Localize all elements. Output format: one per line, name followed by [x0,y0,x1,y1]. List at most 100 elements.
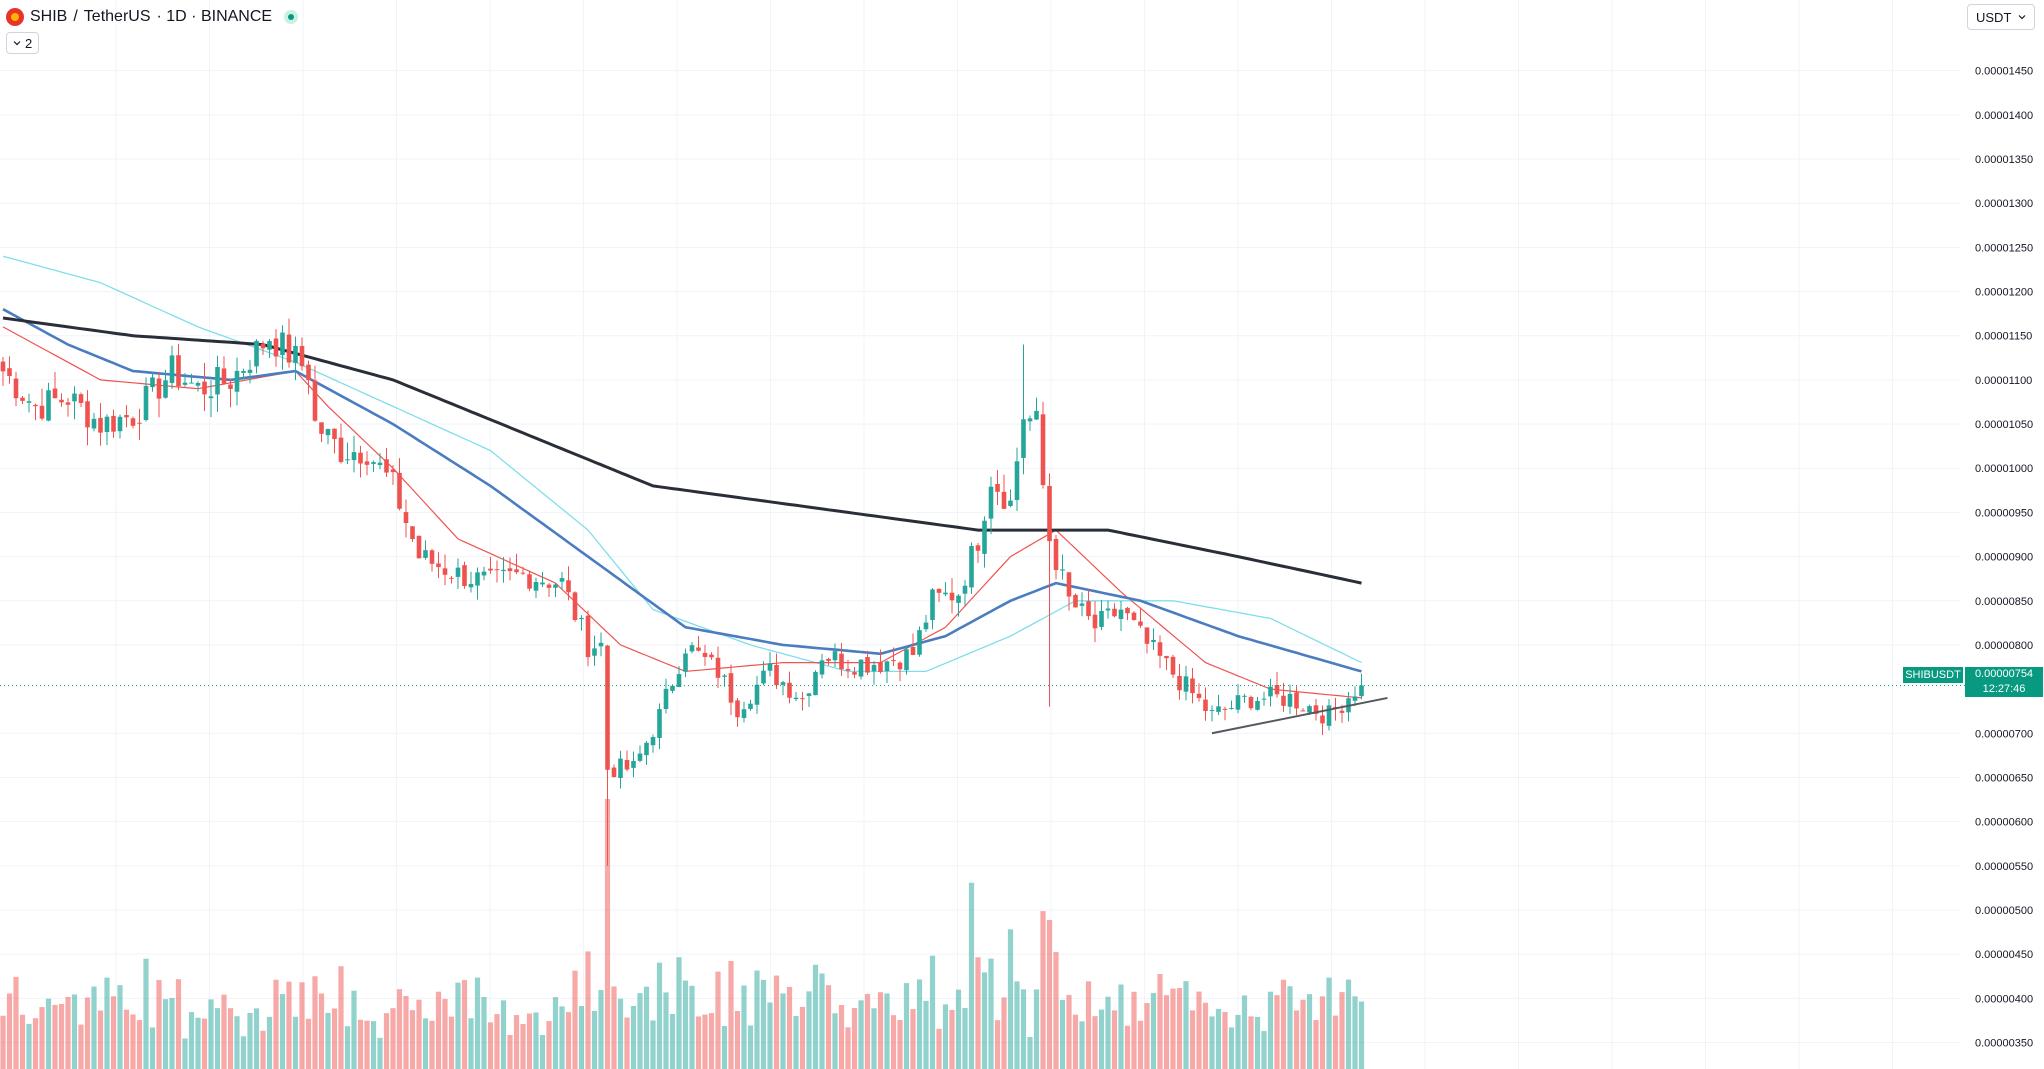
candle[interactable] [949,578,955,614]
candle[interactable] [527,570,532,592]
candle[interactable] [598,632,604,657]
candle[interactable] [39,388,45,421]
candle[interactable] [1138,607,1143,628]
candle[interactable] [91,412,97,432]
candle[interactable] [280,325,285,370]
candle[interactable] [1326,699,1332,731]
candle[interactable] [592,635,597,666]
candle[interactable] [247,360,253,384]
candle[interactable] [533,577,539,599]
candle[interactable] [735,697,740,727]
candle[interactable] [332,428,337,454]
candle[interactable] [767,652,773,677]
candle[interactable] [1034,397,1039,420]
candle[interactable] [910,633,916,656]
candle[interactable] [286,318,292,368]
candle[interactable] [215,355,220,412]
candle[interactable] [13,371,19,407]
candle[interactable] [871,661,877,685]
candle[interactable] [1027,415,1033,431]
candle[interactable] [1014,447,1020,511]
candle[interactable] [1047,473,1052,707]
trendline-drawing[interactable] [1211,696,1388,735]
candle[interactable] [1112,603,1117,618]
candle[interactable] [1261,691,1267,706]
candle[interactable] [241,368,246,380]
candle[interactable] [260,340,266,355]
candle[interactable] [624,750,630,772]
candle[interactable] [1183,665,1189,701]
candle[interactable] [995,469,1000,506]
candle[interactable] [618,750,623,789]
candle[interactable] [663,678,669,714]
candle[interactable] [1008,489,1013,508]
candle[interactable] [839,642,844,676]
candle[interactable] [345,442,350,465]
candle[interactable] [501,557,506,583]
candle[interactable] [494,560,500,583]
candle[interactable] [572,591,578,622]
candle[interactable] [683,648,688,678]
candle[interactable] [702,644,708,666]
candle[interactable] [416,535,422,559]
candle[interactable] [403,499,409,538]
candle[interactable] [1287,684,1293,714]
candle[interactable] [202,362,207,412]
candle[interactable] [208,380,214,418]
candle[interactable] [1144,627,1150,654]
candle[interactable] [1313,698,1319,721]
candle[interactable] [124,405,129,428]
candle[interactable] [657,703,662,750]
candle[interactable] [540,571,545,588]
candle[interactable] [975,543,981,563]
candle[interactable] [410,526,415,543]
candle[interactable] [1268,678,1273,707]
candlesticks[interactable] [0,318,1364,866]
candle[interactable] [1131,611,1137,621]
candle[interactable] [78,392,84,407]
candle[interactable] [130,416,136,429]
candle[interactable] [546,583,552,597]
candle[interactable] [637,745,643,762]
price-axis[interactable]: 0.00001450 0.00001400 0.00001350 0.00001300… [1975,66,2033,1050]
candle[interactable] [371,460,376,472]
candle[interactable] [1053,534,1059,580]
symbol-header[interactable]: SHIB / TetherUS · 1D · BINANCE [6,6,299,28]
candle[interactable] [488,556,493,574]
candle[interactable] [936,588,942,603]
candle[interactable] [676,666,682,688]
candle[interactable] [858,659,864,680]
candle[interactable] [397,458,402,511]
candle[interactable] [852,667,857,679]
candle[interactable] [293,336,298,381]
candle[interactable] [306,360,311,395]
candle[interactable] [813,670,818,696]
candle[interactable] [65,397,71,417]
candle[interactable] [826,657,831,666]
candle[interactable] [358,445,363,478]
candle[interactable] [1352,686,1358,707]
candle[interactable] [1196,683,1202,702]
candle[interactable] [754,676,760,714]
candle[interactable] [1118,601,1124,631]
candle[interactable] [137,408,142,440]
candle[interactable] [319,422,324,443]
candle[interactable] [611,764,617,778]
candle[interactable] [1157,635,1163,669]
candle[interactable] [312,365,318,422]
candle[interactable] [962,579,968,606]
candle[interactable] [0,356,6,386]
candle[interactable] [787,671,792,704]
candle[interactable] [1086,590,1091,620]
candle[interactable] [98,403,103,446]
candle[interactable] [377,453,383,470]
candle[interactable] [514,553,519,575]
candle[interactable] [1209,705,1215,722]
candle[interactable] [884,660,890,684]
candle[interactable] [384,448,389,477]
candle[interactable] [455,558,461,589]
candle[interactable] [273,329,279,367]
candle[interactable] [143,377,149,422]
candle[interactable] [221,356,227,385]
